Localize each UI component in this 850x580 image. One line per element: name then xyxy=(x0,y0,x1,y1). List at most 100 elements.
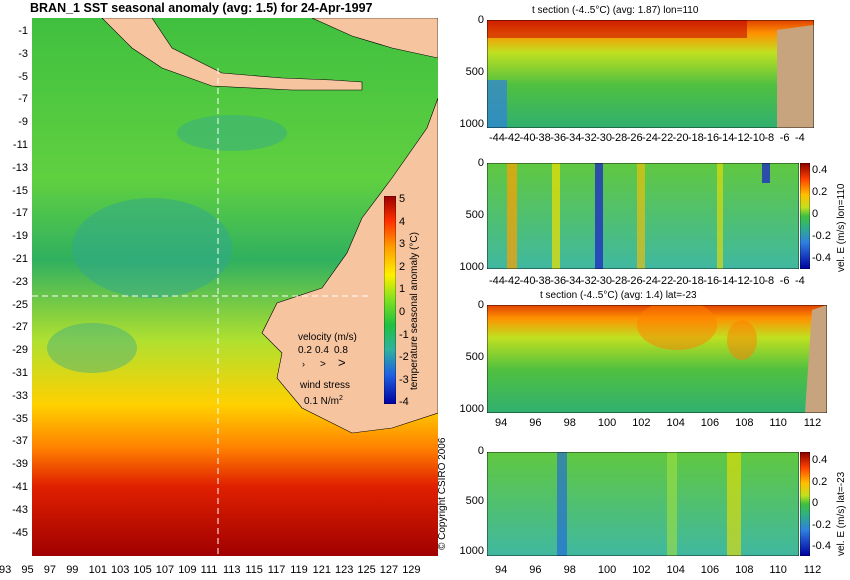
map-x-tick-label: 103 xyxy=(111,564,130,576)
panel2-x-tick-label: -24 xyxy=(642,275,658,287)
map-y-tick-label: -1 xyxy=(18,25,28,37)
panel4-colorbar-tick-label: 0.4 xyxy=(812,454,828,466)
panel4-x-tick-label: 102 xyxy=(632,564,651,576)
panel4-colorbar-tick-label: 0.2 xyxy=(812,475,828,488)
panel2-colorbar-tick-label: 0.2 xyxy=(812,186,828,198)
panel3-x-tick-label: 98 xyxy=(563,417,576,429)
panel3-x-tick-label: 96 xyxy=(529,417,542,429)
panel2-x-tick-label: -26 xyxy=(626,275,643,287)
panel1-y-tick-label: 0 xyxy=(477,14,484,26)
map-colorbar-tick-label: 5 xyxy=(399,193,406,205)
panel1-x-tick-label: -30 xyxy=(596,132,612,144)
panel1-title: t section (-4..5°C) (avg: 1.87) lon=110 xyxy=(532,5,699,16)
velocity-legend-value-1: 0.2 xyxy=(298,345,312,356)
copyright: © Copyright CSIRO 2006 xyxy=(437,437,448,550)
map-x-tick-label: 121 xyxy=(312,564,331,576)
panel3-x-tick-label: 94 xyxy=(495,417,508,429)
panel2-y-tick-label: 1000 xyxy=(459,261,484,273)
wind-legend-title: wind stress xyxy=(299,380,350,391)
borneo-land xyxy=(311,18,438,59)
panel1-x-tick-label: -38 xyxy=(534,132,551,144)
panel2-x-tick-label: -8 xyxy=(764,275,775,287)
map-y-tick-label: -9 xyxy=(18,116,28,129)
panel2-colorbar-label: vel. E (m/s) lon=110 xyxy=(836,183,847,272)
panel4-colorbar-tick-label: 0 xyxy=(812,497,819,509)
panel1-x-tick-label: -36 xyxy=(550,132,567,144)
map-x-tick-label: 115 xyxy=(245,564,263,576)
panel1-x-tick-label: -44 xyxy=(489,132,505,144)
panel4-y-tick-label: 1000 xyxy=(459,545,484,557)
panel4-x-tick-label: 108 xyxy=(735,564,754,576)
map-x-tick-label: 101 xyxy=(88,564,107,576)
map-y-tick-label: -21 xyxy=(12,253,28,265)
panel3-plot xyxy=(487,305,827,413)
map-colorbar-tick-label: 3 xyxy=(399,238,406,251)
panel2-x-tick-label: -10 xyxy=(749,275,765,287)
panel4-y-tick-label: 500 xyxy=(465,495,484,507)
velocity-legend-value-3: 0.8 xyxy=(334,345,348,356)
map-y-tick-label: -11 xyxy=(12,139,28,151)
map-y-tick-label: -45 xyxy=(12,526,28,539)
map-x-tick-label: 123 xyxy=(335,564,354,576)
panel1-x-tick-label: -24 xyxy=(642,132,658,144)
panel4-x-tick-label: 96 xyxy=(529,564,542,576)
panel1-x-tick-label: -18 xyxy=(687,132,704,144)
panel1-x-tick-label: -10 xyxy=(749,132,765,144)
map-y-tick-label: -23 xyxy=(12,275,28,288)
map-x-tick-label: 111 xyxy=(200,564,218,576)
panel4-colorbar-tick-label: -0.4 xyxy=(812,540,831,552)
panel1-x-tick-label: -8 xyxy=(764,132,775,144)
panel3-x-tick-label: 108 xyxy=(735,417,754,429)
wind-legend-value: 0.1 N/m2 xyxy=(304,395,343,407)
map-y-tick-label: -41 xyxy=(12,481,28,493)
panel1-x-tick-label: -40 xyxy=(519,132,536,144)
panel2-x-tick-label: -14 xyxy=(718,275,735,287)
map-y-tick-label: -39 xyxy=(12,458,28,471)
panel4-x-tick-label: 110 xyxy=(769,564,787,576)
panel1-x-tick-label: -6 xyxy=(779,132,790,144)
panel1-x-tick-label: -26 xyxy=(626,132,643,144)
map-title: BRAN_1 SST seasonal anomaly (avg: 1.5) f… xyxy=(30,1,373,15)
panel1-x-tick-label: -4 xyxy=(795,132,805,144)
indonesia-land xyxy=(101,18,363,91)
map-x-tick-label: 97 xyxy=(43,564,57,576)
panel1-plot xyxy=(487,20,814,128)
panel1-x-tick-label: -20 xyxy=(672,132,689,144)
panel3-x-tick-label: 102 xyxy=(632,417,651,429)
sst-anomaly-map: velocity (m/s) 0.2 0.4 0.8 › > > wind st… xyxy=(32,18,438,556)
panel3-y-tick-label: 500 xyxy=(465,351,484,363)
map-y-tick-label: -31 xyxy=(12,367,28,379)
map-y-tick-label: -5 xyxy=(18,70,28,83)
panel1-x-tick-label: -32 xyxy=(580,132,597,144)
map-x-tick-label: 107 xyxy=(155,564,175,576)
map-y-tick-label: -29 xyxy=(12,344,28,357)
velocity-legend-title: velocity (m/s) xyxy=(298,332,357,343)
panel4-colorbar-tick-label: -0.2 xyxy=(812,518,831,531)
panel4-x-tick-label: 94 xyxy=(495,564,508,576)
panel4-colorbar xyxy=(800,452,810,556)
map-colorbar-tick-label: -2 xyxy=(399,351,409,364)
panel2-colorbar-tick-label: 0 xyxy=(812,208,819,220)
map-x-tick-label: 95 xyxy=(21,564,34,576)
map-y-tick-label: -27 xyxy=(12,321,28,334)
panel2-x-tick-label: -20 xyxy=(672,275,689,287)
panel3-x-tick-label: 110 xyxy=(769,417,787,429)
panel2-plot xyxy=(487,163,799,269)
panel2-x-tick-label: -30 xyxy=(596,275,612,287)
map-y-tick-label: -3 xyxy=(18,47,28,60)
map-x-tick-label: 129 xyxy=(402,564,421,576)
panel1-x-tick-label: -12 xyxy=(733,132,750,144)
panel4-x-tick-label: 98 xyxy=(563,564,576,576)
panel4-x-tick-label: 106 xyxy=(700,564,720,576)
panel2-y-tick-label: 500 xyxy=(465,209,484,221)
map-colorbar-tick-label: 4 xyxy=(399,215,406,228)
velocity-legend-value-2: 0.4 xyxy=(315,345,329,356)
panel2-x-tick-label: -18 xyxy=(687,275,704,287)
map-y-tick-label: -17 xyxy=(12,207,28,220)
panel3-x-tick-label: 112 xyxy=(803,417,822,429)
panel4-x-tick-label: 104 xyxy=(666,564,685,576)
panel2-x-tick-label: -22 xyxy=(657,275,674,287)
map-y-tick-label: -15 xyxy=(12,184,28,197)
panel2-x-tick-label: -44 xyxy=(489,275,505,287)
map-x-tick-label: 105 xyxy=(133,564,152,576)
